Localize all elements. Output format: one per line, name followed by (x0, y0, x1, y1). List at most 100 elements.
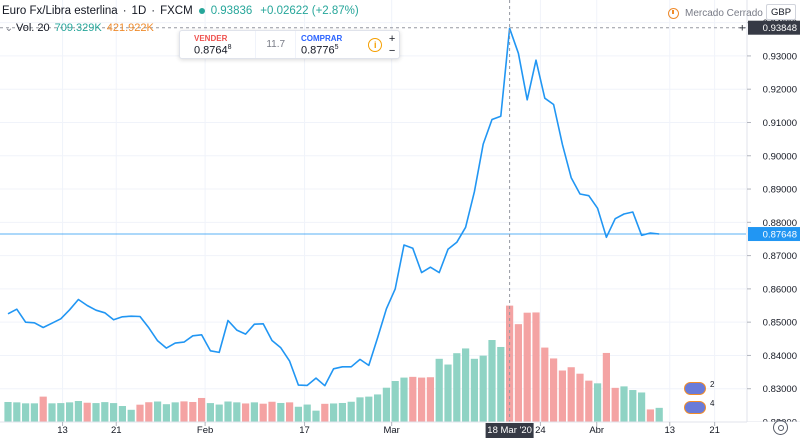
volume-bar (453, 353, 461, 422)
price-axis-label: 0.93000 (763, 51, 797, 62)
volume-bar (541, 347, 549, 422)
info-icon: i (368, 37, 383, 52)
time-axis-label: Mar (383, 425, 399, 436)
volume-bar (321, 403, 329, 422)
volume-bar (101, 402, 109, 422)
volume-bar (92, 403, 100, 422)
price-axis-background (747, 0, 800, 438)
volume-bar (585, 380, 593, 422)
dot-separator: · (122, 5, 127, 17)
volume-bar (629, 390, 637, 422)
volume-bar (479, 355, 487, 422)
last-price-tag (748, 227, 800, 242)
price-axis-label: 0.84000 (763, 351, 797, 362)
volume-bar (13, 402, 21, 422)
volume-bar (110, 403, 118, 422)
time-axis-background (0, 422, 800, 438)
time-axis-label: 13 (664, 425, 675, 436)
volume-bar (374, 394, 382, 422)
price-axis-label: 0.83000 (763, 384, 797, 395)
volume-bar (57, 403, 65, 422)
crosshair-date-label: 18 Mar '20 (487, 425, 532, 436)
increase-button[interactable]: + (388, 32, 396, 45)
quantity-stepper[interactable]: + − (385, 31, 399, 58)
volume-bar (303, 404, 311, 422)
volume-bar (567, 367, 575, 422)
time-axis-label: 24 (535, 425, 546, 436)
time-axis-label: 21 (111, 425, 122, 436)
price-axis-label: 0.87000 (763, 251, 797, 262)
volume-bar (646, 409, 654, 422)
last-price: 0.93836 (210, 5, 253, 17)
volume-bar (550, 358, 558, 422)
spread-value: 11.7 (255, 31, 296, 58)
buy-button[interactable]: COMPRAR 0.87765 (296, 31, 365, 58)
volume-bar (250, 402, 258, 422)
volume-indicator-label[interactable]: Vol. 20 (16, 22, 50, 34)
volume-bar (4, 401, 12, 422)
sell-label: VENDER (194, 34, 228, 43)
status-dot-icon (198, 8, 205, 14)
volume-bar (312, 410, 320, 422)
chevron-down-icon[interactable]: ⌄ (4, 22, 14, 34)
price-axis-label: 0.88000 (763, 218, 797, 229)
time-axis-label: Feb (197, 425, 213, 436)
volume-bar (66, 402, 74, 422)
volume-bar (356, 397, 364, 422)
volume-bar (118, 406, 126, 422)
volume-bar (22, 403, 30, 422)
volume-bar (426, 377, 434, 422)
indicator-badge-icon[interactable]: 2 (684, 380, 714, 395)
volume-ma-value: 421.922K (106, 22, 154, 34)
volume-bar (347, 401, 355, 422)
price-axis-label: 0.90000 (763, 151, 797, 162)
volume-bar (558, 370, 566, 422)
crosshair-plus-icon[interactable]: + (739, 23, 745, 35)
volume-bar (523, 312, 531, 422)
volume-bar (532, 312, 540, 422)
volume-bar (127, 409, 135, 422)
price-axis-label: 0.92000 (763, 85, 797, 96)
volume-bar (409, 376, 417, 422)
volume-bar (444, 364, 452, 422)
sell-button[interactable]: VENDER 0.87648 (180, 31, 255, 58)
time-axis-label: 21 (709, 425, 720, 436)
volume-bar (330, 403, 338, 422)
price-axis-label: 0.86000 (763, 284, 797, 295)
volume-bar (154, 401, 162, 422)
volume-bar (365, 396, 373, 422)
crosshair-date-tag (485, 423, 534, 438)
symbol-name[interactable]: Euro Fx/Libra esterlina (2, 5, 118, 17)
last-price-label: 0.87648 (763, 230, 797, 241)
volume-bar (576, 373, 584, 422)
interval-label[interactable]: 1D (131, 5, 147, 17)
volume-bar (620, 386, 628, 422)
buy-price: 0.87765 (300, 44, 339, 57)
volume-bar (514, 324, 522, 422)
volume-bar (338, 402, 346, 422)
volume-bar (594, 383, 602, 422)
volume-bar (171, 402, 179, 422)
volume-bar (83, 402, 91, 422)
dot-separator: · (151, 5, 156, 17)
info-button[interactable]: i (365, 31, 385, 58)
volume-bar (259, 403, 267, 422)
volume-bar (30, 403, 38, 422)
exchange-label: FXCM (160, 5, 193, 17)
volume-bar (294, 406, 302, 422)
indicator-badge-icon[interactable]: 4 (684, 399, 714, 414)
decrease-button[interactable]: − (388, 44, 396, 57)
market-status[interactable]: Mercado Cerrado (668, 8, 763, 19)
indicator-badge-count: 2 (710, 380, 715, 389)
volume-bar (391, 381, 399, 422)
market-status-text: Mercado Cerrado (685, 8, 763, 19)
settings-gear-icon[interactable] (773, 420, 788, 435)
currency-button[interactable]: GBP (766, 4, 796, 20)
time-axis-label: Abr (589, 425, 604, 436)
volume-bar (655, 407, 663, 422)
volume-bar (382, 387, 390, 422)
volume-bar (224, 401, 232, 422)
trade-panel: VENDER 0.87648 11.7 COMPRAR 0.87765 i + … (179, 30, 400, 59)
